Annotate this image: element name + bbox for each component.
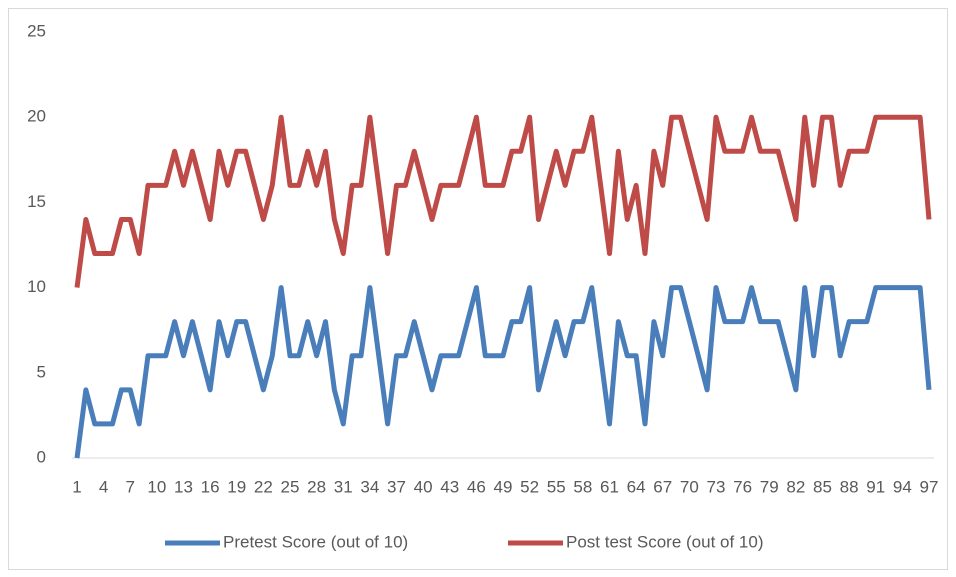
x-tick-label: 70 bbox=[680, 477, 699, 496]
x-tick-label: 64 bbox=[627, 477, 646, 496]
y-tick-label: 25 bbox=[27, 21, 46, 40]
x-tick-label: 40 bbox=[414, 477, 433, 496]
x-tick-label: 49 bbox=[494, 477, 513, 496]
x-tick-label: 67 bbox=[653, 477, 672, 496]
x-tick-label: 10 bbox=[147, 477, 166, 496]
x-tick-label: 46 bbox=[467, 477, 486, 496]
x-tick-label: 22 bbox=[254, 477, 273, 496]
y-tick-label: 0 bbox=[37, 447, 46, 466]
x-tick-label: 25 bbox=[281, 477, 300, 496]
x-tick-label: 76 bbox=[733, 477, 752, 496]
x-tick-label: 19 bbox=[227, 477, 246, 496]
legend-label: Pretest Score (out of 10) bbox=[223, 532, 408, 551]
series-line bbox=[74, 114, 932, 288]
y-tick-label: 5 bbox=[37, 362, 46, 381]
x-tick-label: 79 bbox=[760, 477, 779, 496]
x-tick-label: 94 bbox=[893, 477, 912, 496]
x-tick-label: 82 bbox=[786, 477, 805, 496]
x-tick-label: 31 bbox=[334, 477, 353, 496]
x-tick-label: 97 bbox=[920, 477, 939, 496]
x-tick-label: 13 bbox=[174, 477, 193, 496]
legend-label: Post test Score (out of 10) bbox=[566, 532, 763, 551]
x-tick-label: 16 bbox=[201, 477, 220, 496]
x-tick-label: 1 bbox=[72, 477, 81, 496]
y-tick-label: 10 bbox=[27, 277, 46, 296]
x-tick-label: 88 bbox=[840, 477, 859, 496]
x-tick-label: 43 bbox=[440, 477, 459, 496]
x-tick-label: 37 bbox=[387, 477, 406, 496]
x-tick-label: 7 bbox=[126, 477, 135, 496]
x-tick-label: 34 bbox=[360, 477, 379, 496]
x-tick-label: 61 bbox=[600, 477, 619, 496]
x-tick-label: 91 bbox=[866, 477, 885, 496]
x-tick-label: 28 bbox=[307, 477, 326, 496]
series-line bbox=[74, 285, 932, 459]
x-tick-label: 4 bbox=[99, 477, 108, 496]
x-tick-label: 58 bbox=[573, 477, 592, 496]
x-tick-label: 52 bbox=[520, 477, 539, 496]
x-tick-label: 73 bbox=[707, 477, 726, 496]
x-tick-label: 85 bbox=[813, 477, 832, 496]
y-tick-label: 20 bbox=[27, 107, 46, 126]
y-tick-label: 15 bbox=[27, 192, 46, 211]
x-tick-label: 55 bbox=[547, 477, 566, 496]
